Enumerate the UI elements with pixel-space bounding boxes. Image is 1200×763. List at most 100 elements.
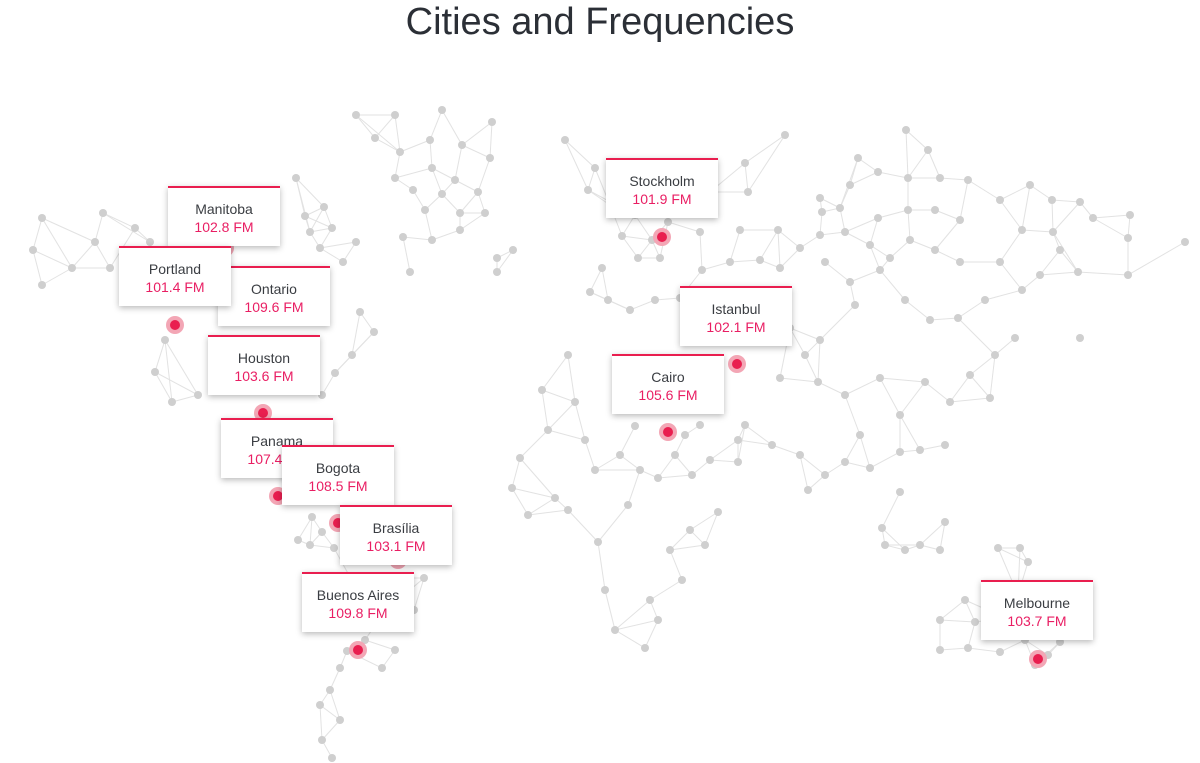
- network-edge: [564, 139, 596, 169]
- network-node: [391, 111, 399, 119]
- network-edge: [1051, 199, 1081, 203]
- callout-cairo[interactable]: Cairo 105.6 FM: [612, 354, 724, 414]
- network-node: [954, 314, 962, 322]
- city-marker[interactable]: [659, 423, 677, 441]
- network-edge: [994, 337, 1016, 356]
- city-marker[interactable]: [166, 316, 184, 334]
- network-node: [1076, 334, 1084, 342]
- network-edge: [309, 206, 325, 233]
- callout-bogota[interactable]: Bogota 108.5 FM: [282, 445, 394, 505]
- network-node: [941, 518, 949, 526]
- network-edge: [597, 504, 629, 543]
- network-edge: [844, 461, 871, 469]
- network-edge: [604, 589, 616, 631]
- city-marker[interactable]: [728, 355, 746, 373]
- network-node: [356, 308, 364, 316]
- network-edge: [844, 231, 871, 246]
- network-edge: [1127, 241, 1186, 276]
- callout-stockholm[interactable]: Stockholm 101.9 FM: [606, 158, 718, 218]
- network-node: [571, 398, 579, 406]
- network-node: [326, 686, 334, 694]
- network-node: [714, 508, 722, 516]
- city-marker[interactable]: [349, 641, 367, 659]
- network-edge: [304, 215, 333, 229]
- network-node: [936, 616, 944, 624]
- network-node: [814, 378, 822, 386]
- network-node: [774, 226, 782, 234]
- network-node: [328, 754, 336, 762]
- network-edge: [355, 114, 401, 153]
- callout-istanbul[interactable]: Istanbul 102.1 FM: [680, 286, 792, 346]
- network-edge: [999, 639, 1026, 653]
- network-node: [641, 644, 649, 652]
- callout-buenos-aires[interactable]: Buenos Aires 109.8 FM: [302, 572, 414, 632]
- network-node: [896, 448, 904, 456]
- network-edge: [541, 389, 576, 403]
- city-name: Houston: [237, 350, 291, 366]
- network-edge: [869, 217, 879, 246]
- network-edge: [614, 629, 646, 649]
- network-node: [726, 258, 734, 266]
- network-node: [876, 266, 884, 274]
- network-edge: [881, 527, 906, 551]
- network-node: [836, 204, 844, 212]
- network-node: [706, 456, 714, 464]
- network-node: [804, 486, 812, 494]
- network-edge: [959, 179, 969, 221]
- network-edge: [601, 267, 609, 301]
- network-node: [438, 106, 446, 114]
- network-edge: [614, 599, 651, 631]
- city-marker[interactable]: [254, 404, 272, 422]
- network-edge: [394, 167, 433, 179]
- network-node: [821, 258, 829, 266]
- network-node: [328, 224, 336, 232]
- network-edge: [701, 261, 731, 271]
- network-edge: [351, 311, 361, 356]
- city-marker[interactable]: [653, 228, 671, 246]
- network-edge: [789, 327, 821, 341]
- city-marker[interactable]: [1029, 650, 1047, 668]
- network-node: [866, 464, 874, 472]
- network-edge: [737, 424, 746, 463]
- network-edge: [1092, 217, 1129, 239]
- network-node: [308, 513, 316, 521]
- network-node: [598, 264, 606, 272]
- network-node: [106, 264, 114, 272]
- network-edge: [319, 241, 357, 249]
- network-edge: [1059, 249, 1079, 273]
- callout-brasilia[interactable]: Brasília 103.1 FM: [340, 505, 452, 565]
- callout-melbourne[interactable]: Melbourne 103.7 FM: [981, 580, 1093, 640]
- network-edge: [939, 521, 946, 551]
- network-node: [881, 541, 889, 549]
- network-node: [292, 174, 300, 182]
- network-edge: [32, 249, 73, 269]
- network-node: [818, 208, 826, 216]
- network-node: [796, 451, 804, 459]
- city-frequency: 101.4 FM: [145, 279, 205, 295]
- network-node: [902, 126, 910, 134]
- network-edge: [399, 139, 431, 153]
- network-node: [428, 236, 436, 244]
- network-edge: [777, 229, 781, 269]
- network-node: [816, 336, 824, 344]
- callout-manitoba[interactable]: Manitoba 102.8 FM: [168, 186, 280, 246]
- network-edge: [597, 541, 606, 591]
- network-edge: [355, 114, 376, 139]
- network-node: [941, 441, 949, 449]
- network-edge: [939, 619, 976, 623]
- city-frequency: 101.9 FM: [632, 191, 692, 207]
- network-edge: [564, 139, 589, 191]
- network-edge: [32, 249, 43, 286]
- callout-portland[interactable]: Portland 101.4 FM: [119, 246, 231, 306]
- network-edge: [527, 497, 556, 516]
- city-frequency: 108.5 FM: [308, 478, 368, 494]
- network-node: [68, 264, 76, 272]
- network-node: [370, 328, 378, 336]
- network-node: [1074, 268, 1082, 276]
- callout-ontario[interactable]: Ontario 109.6 FM: [218, 266, 330, 326]
- network-node: [38, 281, 46, 289]
- network-node: [99, 209, 107, 217]
- network-edge: [621, 235, 653, 241]
- callout-houston[interactable]: Houston 103.6 FM: [208, 335, 320, 395]
- network-edge: [1092, 214, 1131, 219]
